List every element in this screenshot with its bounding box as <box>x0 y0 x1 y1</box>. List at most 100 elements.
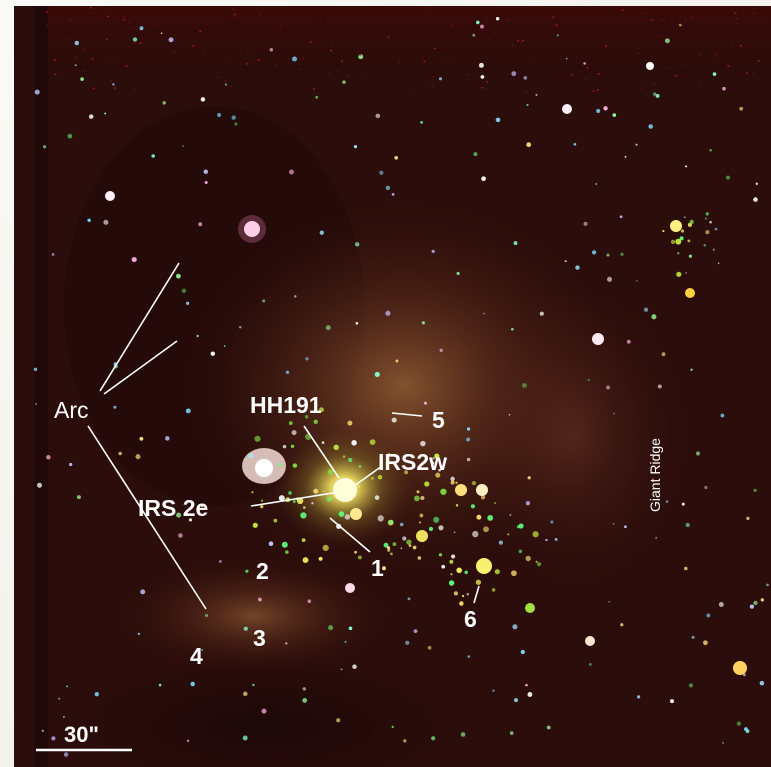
noise-speckle <box>671 22 673 24</box>
noise-speckle <box>128 22 131 24</box>
cluster-star <box>511 570 517 577</box>
star <box>539 311 544 316</box>
noise-speckle <box>302 57 304 60</box>
star <box>612 113 617 117</box>
star <box>545 538 548 542</box>
noise-speckle <box>133 89 136 91</box>
star <box>438 77 443 81</box>
star <box>520 649 525 655</box>
star <box>720 413 725 418</box>
star <box>691 635 695 639</box>
label-6: 6 <box>464 606 477 632</box>
noise-speckle <box>528 60 531 62</box>
cluster-star <box>518 549 523 554</box>
noise-speckle <box>398 62 401 64</box>
noise-speckle <box>191 45 194 47</box>
cluster-star <box>348 457 353 463</box>
star <box>62 715 65 718</box>
star <box>344 640 347 643</box>
noise-speckle <box>330 49 332 52</box>
bright-star <box>733 661 747 675</box>
noise-speckle <box>279 25 282 28</box>
cluster-star <box>507 533 510 536</box>
star <box>456 271 460 276</box>
star <box>196 334 199 338</box>
star <box>178 533 183 538</box>
label-4: 4 <box>190 643 203 669</box>
star <box>405 640 410 645</box>
noise-speckle <box>91 58 94 60</box>
star <box>466 457 471 462</box>
irs2w-pointer-line <box>353 465 383 487</box>
bright-star <box>585 636 595 646</box>
star <box>685 165 688 168</box>
cluster-star <box>389 519 394 525</box>
star <box>643 307 649 312</box>
label-5: 5 <box>432 407 445 433</box>
noise-speckle <box>447 60 450 62</box>
star <box>661 352 666 357</box>
bright-star <box>476 484 488 496</box>
star <box>480 75 485 79</box>
star <box>185 301 190 305</box>
cluster-star <box>470 504 476 509</box>
arc-pointer-line <box>99 262 180 392</box>
noise-speckle <box>173 50 176 53</box>
star <box>573 142 577 146</box>
star <box>41 729 44 732</box>
star <box>620 252 624 256</box>
cluster-star <box>537 562 542 567</box>
noise-speckle <box>412 89 415 91</box>
star <box>706 613 711 618</box>
star <box>201 649 204 651</box>
star <box>718 602 724 607</box>
noise-speckle <box>113 87 116 89</box>
cluster-star <box>392 542 397 547</box>
scale-bar-label: 30" <box>64 722 99 747</box>
star <box>526 142 532 148</box>
star <box>759 680 765 686</box>
cluster-star <box>494 501 497 505</box>
star <box>165 436 170 441</box>
star <box>431 736 436 741</box>
noise-speckle <box>133 42 136 44</box>
star <box>51 736 56 741</box>
star <box>417 556 422 560</box>
cluster-star <box>677 251 680 255</box>
star <box>224 83 228 86</box>
star <box>135 454 141 460</box>
cluster-star <box>292 463 298 468</box>
noise-speckle <box>225 57 228 59</box>
cluster-star <box>347 420 353 426</box>
noise-speckle <box>300 68 303 70</box>
cluster-star <box>455 504 459 507</box>
cluster-star <box>705 212 709 216</box>
star <box>252 683 255 687</box>
scale-bar: 30" <box>36 722 132 752</box>
noise-speckle <box>233 13 236 16</box>
star <box>624 155 627 158</box>
cluster-star <box>675 238 682 245</box>
cluster-star <box>434 453 440 459</box>
star <box>33 367 38 371</box>
star <box>498 540 503 545</box>
noise-speckle <box>202 52 205 54</box>
cluster-star <box>424 481 430 487</box>
star <box>637 695 641 699</box>
cluster-star <box>281 541 288 548</box>
noise-speckle <box>729 33 732 35</box>
star <box>606 253 610 257</box>
star <box>665 500 669 503</box>
label-1-pointer-line <box>329 517 371 553</box>
cluster-star <box>709 220 712 224</box>
star <box>546 725 551 730</box>
cluster-star <box>471 480 477 486</box>
cluster-star <box>260 505 264 509</box>
star <box>478 62 484 68</box>
cluster-star <box>440 488 447 495</box>
noise-speckle <box>103 33 106 35</box>
star <box>354 550 357 554</box>
cluster-star <box>494 569 500 575</box>
annotation-lines <box>87 262 480 610</box>
star <box>158 683 162 687</box>
